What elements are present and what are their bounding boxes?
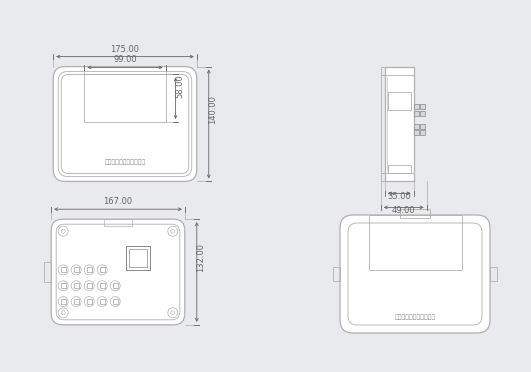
Bar xyxy=(369,215,461,270)
Bar xyxy=(333,267,340,281)
Bar xyxy=(61,299,66,304)
Text: 多参数在线水质监测系统: 多参数在线水质监测系统 xyxy=(395,314,435,320)
Bar xyxy=(104,219,132,226)
Bar xyxy=(420,124,425,129)
Bar xyxy=(381,67,414,75)
FancyBboxPatch shape xyxy=(53,67,197,182)
FancyBboxPatch shape xyxy=(340,215,490,333)
Text: 132.00: 132.00 xyxy=(196,243,205,272)
Bar xyxy=(414,124,418,129)
Bar xyxy=(400,209,430,218)
Text: 175.00: 175.00 xyxy=(110,45,140,54)
Bar xyxy=(100,283,105,288)
Bar xyxy=(44,262,51,282)
Bar xyxy=(74,267,79,272)
Bar xyxy=(61,283,66,288)
Bar xyxy=(87,267,92,272)
Bar xyxy=(84,74,166,122)
Bar xyxy=(385,67,414,182)
FancyBboxPatch shape xyxy=(51,219,185,325)
Bar xyxy=(414,105,418,109)
Text: 167.00: 167.00 xyxy=(104,197,133,206)
Bar xyxy=(74,283,79,288)
Text: 140.00: 140.00 xyxy=(208,95,217,124)
Text: 49.00: 49.00 xyxy=(392,206,416,215)
Text: 58.00: 58.00 xyxy=(175,74,184,98)
Bar xyxy=(490,267,497,281)
Bar xyxy=(100,299,105,304)
Text: 35.00: 35.00 xyxy=(388,192,411,201)
Bar xyxy=(100,267,105,272)
Bar xyxy=(74,299,79,304)
Text: 多参数在线水质监测系统: 多参数在线水质监测系统 xyxy=(105,160,145,166)
Bar xyxy=(61,267,66,272)
Bar xyxy=(381,75,385,173)
Bar xyxy=(113,299,118,304)
Bar xyxy=(388,166,410,173)
Bar xyxy=(420,105,425,109)
Bar xyxy=(87,283,92,288)
Bar xyxy=(414,111,418,116)
Bar xyxy=(420,131,425,135)
Bar xyxy=(420,111,425,116)
Bar xyxy=(113,283,118,288)
Bar xyxy=(414,131,418,135)
Text: 99.00: 99.00 xyxy=(113,55,137,64)
Bar xyxy=(87,299,92,304)
Bar xyxy=(388,92,410,110)
Bar xyxy=(129,249,147,267)
Bar xyxy=(126,246,150,270)
Bar xyxy=(381,173,414,182)
